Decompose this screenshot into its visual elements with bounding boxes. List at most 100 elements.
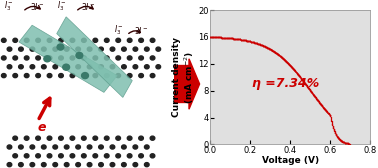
Circle shape <box>53 65 57 69</box>
Circle shape <box>42 65 46 69</box>
Circle shape <box>110 65 115 69</box>
Circle shape <box>127 74 132 78</box>
Circle shape <box>59 154 63 158</box>
Circle shape <box>110 145 115 149</box>
Circle shape <box>127 136 132 140</box>
Circle shape <box>13 38 17 42</box>
Circle shape <box>7 65 12 69</box>
Circle shape <box>87 145 92 149</box>
Circle shape <box>116 154 121 158</box>
Text: $I_3^-$: $I_3^-$ <box>5 0 14 13</box>
Text: $I_3^-$: $I_3^-$ <box>114 24 124 37</box>
Circle shape <box>133 47 138 51</box>
Circle shape <box>24 38 29 42</box>
Circle shape <box>87 65 92 69</box>
Circle shape <box>19 65 23 69</box>
Circle shape <box>53 145 57 149</box>
Circle shape <box>59 136 63 140</box>
Circle shape <box>36 136 40 140</box>
Circle shape <box>47 38 52 42</box>
Circle shape <box>30 145 35 149</box>
Circle shape <box>116 136 121 140</box>
Circle shape <box>144 47 149 51</box>
Circle shape <box>64 163 69 167</box>
Circle shape <box>82 73 88 79</box>
Circle shape <box>24 56 29 60</box>
Circle shape <box>53 163 57 167</box>
Circle shape <box>139 74 143 78</box>
Circle shape <box>36 74 40 78</box>
Circle shape <box>64 65 69 69</box>
Circle shape <box>110 163 115 167</box>
Circle shape <box>59 38 64 42</box>
Circle shape <box>24 74 29 78</box>
Circle shape <box>42 145 46 149</box>
Circle shape <box>87 163 92 167</box>
Circle shape <box>150 154 155 158</box>
Circle shape <box>127 38 132 42</box>
Circle shape <box>59 56 64 60</box>
Circle shape <box>36 154 40 158</box>
Circle shape <box>144 145 149 149</box>
Circle shape <box>7 47 12 51</box>
Circle shape <box>156 65 161 69</box>
Circle shape <box>82 74 86 78</box>
Circle shape <box>82 56 86 60</box>
Circle shape <box>156 47 161 51</box>
Circle shape <box>70 74 75 78</box>
Circle shape <box>150 56 155 60</box>
Circle shape <box>24 154 29 158</box>
Circle shape <box>104 74 109 78</box>
Text: e: e <box>37 121 46 134</box>
Circle shape <box>36 56 40 60</box>
Circle shape <box>7 145 12 149</box>
Circle shape <box>93 38 98 42</box>
Circle shape <box>116 74 121 78</box>
Circle shape <box>139 154 143 158</box>
Circle shape <box>144 65 149 69</box>
Circle shape <box>82 136 86 140</box>
Circle shape <box>30 163 35 167</box>
Circle shape <box>133 163 138 167</box>
Circle shape <box>64 145 69 149</box>
Text: $3I^-$: $3I^-$ <box>81 1 96 12</box>
Circle shape <box>104 56 109 60</box>
Circle shape <box>104 38 109 42</box>
Circle shape <box>19 145 23 149</box>
Circle shape <box>110 47 115 51</box>
Circle shape <box>104 154 109 158</box>
Circle shape <box>104 136 109 140</box>
Circle shape <box>122 145 126 149</box>
Circle shape <box>99 47 103 51</box>
Circle shape <box>150 38 155 42</box>
Circle shape <box>122 163 126 167</box>
Circle shape <box>116 38 121 42</box>
Circle shape <box>57 44 64 50</box>
Circle shape <box>76 163 81 167</box>
Circle shape <box>127 56 132 60</box>
Circle shape <box>122 47 126 51</box>
Circle shape <box>24 136 29 140</box>
Circle shape <box>70 154 75 158</box>
Circle shape <box>13 136 17 140</box>
Circle shape <box>93 74 98 78</box>
Circle shape <box>99 163 103 167</box>
Circle shape <box>116 56 121 60</box>
Circle shape <box>76 145 81 149</box>
Circle shape <box>82 38 86 42</box>
Circle shape <box>7 163 12 167</box>
Circle shape <box>47 154 52 158</box>
Circle shape <box>47 136 52 140</box>
Circle shape <box>127 154 132 158</box>
Polygon shape <box>19 25 117 92</box>
Circle shape <box>36 38 40 42</box>
Circle shape <box>42 47 46 51</box>
Circle shape <box>99 145 103 149</box>
Text: $3I^-$: $3I^-$ <box>30 1 45 12</box>
Circle shape <box>63 64 70 70</box>
Circle shape <box>13 154 17 158</box>
Circle shape <box>30 65 35 69</box>
Circle shape <box>13 56 17 60</box>
Circle shape <box>42 163 46 167</box>
Circle shape <box>87 47 92 51</box>
